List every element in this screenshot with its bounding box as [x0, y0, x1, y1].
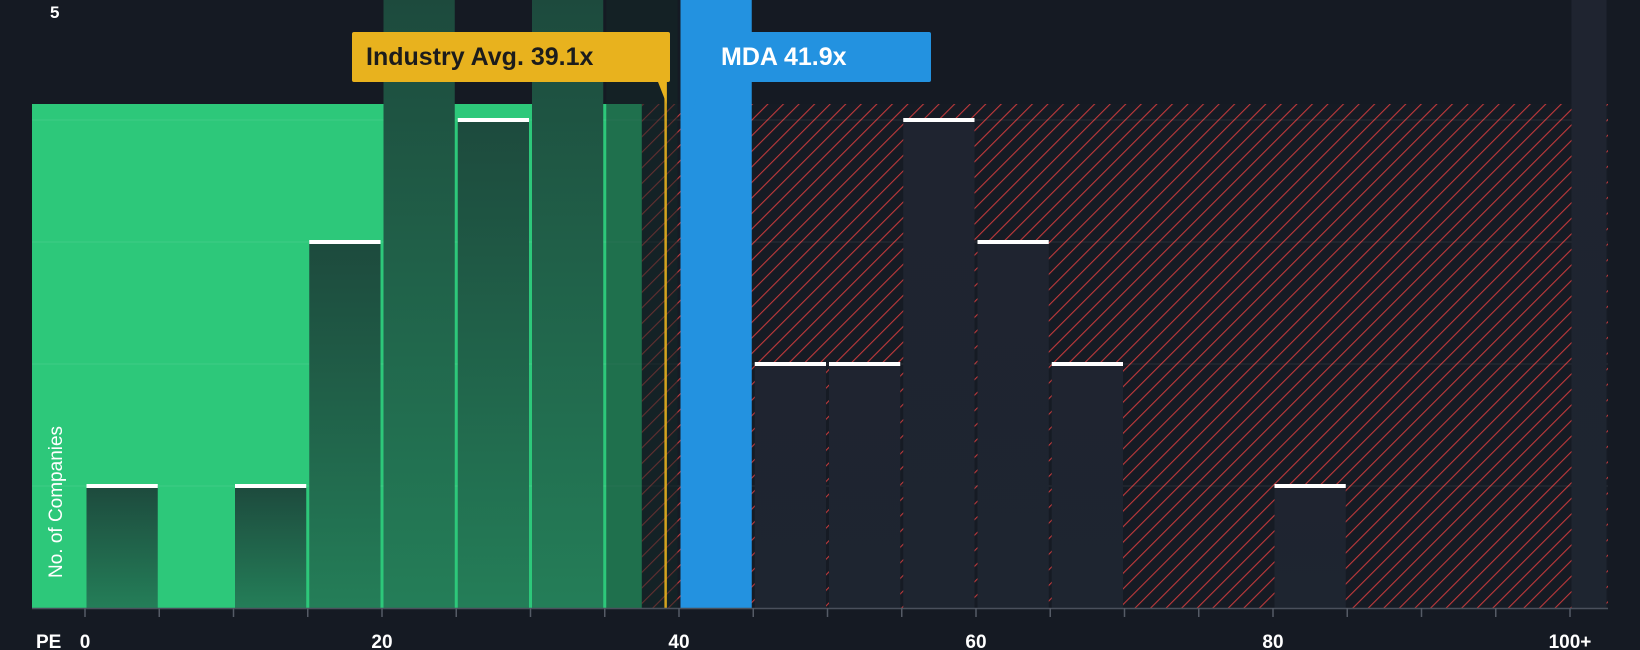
histogram-bar — [1274, 486, 1346, 608]
company-pe-callout: MDA 41.9x — [707, 32, 931, 82]
bar-cap — [1051, 362, 1123, 366]
bar-cap — [977, 240, 1049, 244]
x-tick-label: 40 — [668, 632, 689, 650]
bar-cap — [457, 118, 529, 122]
bar-cap — [86, 484, 158, 488]
histogram-bar — [309, 242, 381, 608]
x-tick-label: 20 — [371, 632, 392, 650]
histogram-bar — [1571, 0, 1607, 608]
bar-cap — [1274, 484, 1346, 488]
x-tick-label: 0 — [80, 632, 91, 650]
histogram-bar — [754, 364, 826, 608]
histogram-bar — [86, 486, 158, 608]
industry-average-pointer — [657, 81, 667, 104]
histogram-bar — [1051, 364, 1123, 608]
company-pe-pointer — [689, 81, 702, 122]
x-tick-label: 80 — [1262, 632, 1283, 650]
histogram-bar — [235, 486, 307, 608]
bar-cap — [754, 362, 826, 366]
industry-average-label: Industry Avg. 39.1x — [366, 43, 594, 71]
histogram-bar — [532, 0, 604, 608]
x-axis-title: PE — [36, 632, 61, 650]
y-axis-title: No. of Companies — [46, 426, 67, 578]
bar-cap — [309, 240, 381, 244]
histogram-bar — [457, 120, 529, 608]
y-tick-label: 5 — [50, 3, 59, 22]
industry-average-callout: Industry Avg. 39.1x — [352, 32, 670, 82]
company-pe-label: MDA 41.9x — [721, 43, 847, 71]
x-tick-label: 60 — [965, 632, 986, 650]
bar-cap — [829, 362, 901, 366]
histogram-bar — [829, 364, 901, 608]
histogram-bar — [383, 0, 455, 608]
x-tick-label: 100+ — [1549, 632, 1592, 650]
bar-cap — [903, 118, 975, 122]
histogram-bar — [977, 242, 1049, 608]
histogram-bar — [903, 120, 975, 608]
bar-cap — [235, 484, 307, 488]
